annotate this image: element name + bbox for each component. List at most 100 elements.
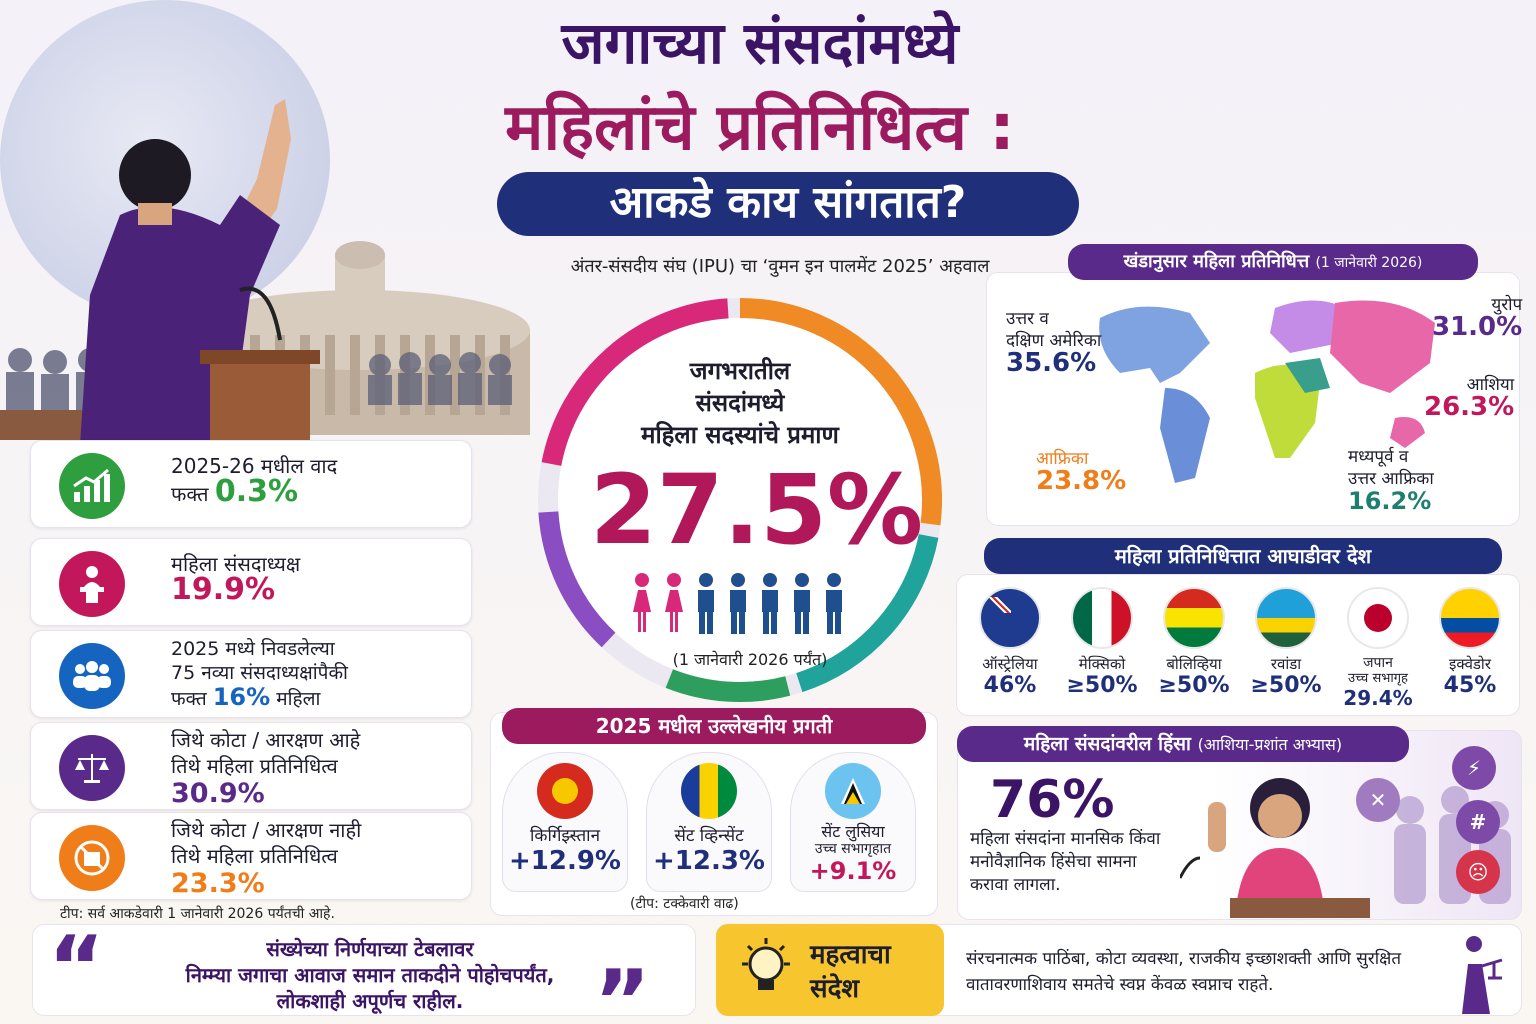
progress-item-st-lucia: सेंट लुसिया उच्च सभागृहात +9.1% (790, 752, 916, 892)
leader-rwanda: रवांडा ≥50% (1239, 575, 1333, 698)
st-lucia-flag-icon (825, 763, 881, 819)
parliament-illustration (190, 241, 530, 435)
kyrgyzstan-flag-icon (537, 763, 593, 819)
region-americas: उत्तर व दक्षिण अमेरिका 35.6% (1006, 308, 1102, 376)
region-asia-label: आशिया (1466, 375, 1515, 395)
title-line-2: महिलांचे प्रतिनिधित्व : (505, 91, 1015, 165)
title-line-1: जगाच्या संसदांमध्ये (561, 9, 959, 77)
st-vincent-flag-icon (681, 763, 737, 819)
stat-noquota-value: 23.3% (171, 868, 265, 899)
key-message-title: महत्वाचा संदेश (810, 938, 891, 1006)
woman-mp-illustration (1180, 778, 1370, 918)
center-label-line-2: संसदांमध्ये (695, 389, 785, 417)
close-quote-icon: ” (594, 952, 651, 1024)
region-asia-value: 26.3% (1424, 392, 1515, 422)
leader-value: 45% (1443, 673, 1497, 698)
leader-value: 29.4% (1343, 686, 1413, 710)
lady-justice-icon (1462, 936, 1503, 1014)
no-quota-icon (59, 825, 125, 891)
leader-value: ≥50% (1066, 673, 1138, 698)
center-value: 27.5% (590, 454, 924, 566)
leader-name: इक्वेडोर (1449, 655, 1491, 673)
stat-quota-label-1: जिथे कोटा / आरक्षण आहे (171, 728, 361, 752)
lightbulb-icon (742, 938, 790, 990)
leaders-heading: महिला प्रतिनिधित्तात आघाडीवर देश (984, 538, 1502, 574)
center-label-line-3: महिला सदस्यांचे प्रमाण (641, 421, 839, 449)
progress-name: सेंट लुसिया (821, 822, 885, 841)
cross-bubble-icon: ✕ (1356, 778, 1400, 822)
donut-arc-magenta (541, 298, 729, 466)
quote-line-1: संख्येच्या निर्णयाच्या टेबलावर (266, 937, 474, 961)
leader-mexico: मेक्सिको ≥50% (1055, 575, 1149, 698)
region-europe-value: 31.0% (1432, 312, 1523, 342)
censored-bubble-icon: ⚡ (1452, 746, 1496, 790)
stat-new-prefix: फक्त (171, 688, 207, 710)
violence-heading-sub: (आशिया-प्रशांत अभ्यास) (1197, 735, 1343, 754)
progress-heading: 2025 मधील उल्लेखनीय प्रगती (502, 708, 926, 744)
stat-new-label-1: 2025 मध्ये निवडलेल्या (171, 638, 335, 660)
stat-noquota-label-1: जिथे कोटा / आरक्षण नाही (171, 818, 362, 842)
angry-bubble-icon: ☹ (1456, 850, 1500, 894)
leader-value: ≥50% (1250, 673, 1322, 698)
key-message-title-1: महत्वाचा (810, 940, 891, 970)
region-mena-value: 16.2% (1348, 487, 1432, 515)
region-africa-label: आफ्रिका (1036, 449, 1089, 469)
progress-item-kyrgyzstan: किर्गिझ्स्तान +12.9% (502, 752, 628, 892)
stat-growth-prefix: फक्त (171, 482, 209, 506)
man-figure-icon (762, 573, 778, 634)
woman-figure-icon (665, 573, 683, 632)
mexico-flag-icon (1071, 587, 1133, 649)
stat-card-growth: 2025-26 मधील वाद फक्त 0.3% (30, 440, 472, 528)
people-icons (633, 573, 842, 634)
region-americas-label-1: उत्तर व (1006, 309, 1049, 329)
leader-name: ऑस्ट्रेलिया (982, 655, 1038, 673)
quote-text: संख्येच्या निर्णयाच्या टेबलावर निम्म्या … (140, 936, 600, 1014)
podium-illustration (200, 286, 320, 440)
man-figure-icon (698, 573, 714, 634)
stat-growth-label: 2025-26 मधील वाद (171, 454, 338, 478)
hashtag-bubble-icon: # (1456, 800, 1500, 844)
world-map (1099, 300, 1435, 483)
violence-value: 76% (990, 770, 1115, 830)
ecuador-flag-icon (1439, 587, 1501, 649)
australia-flag-icon (979, 587, 1041, 649)
leader-australia: ऑस्ट्रेलिया 46% (963, 575, 1057, 698)
man-figure-icon (794, 573, 810, 634)
stat-card-new-speakers: 2025 मध्ये निवडलेल्या 75 नव्या संसदाध्यक… (30, 630, 472, 718)
data-note: टीप: सर्व आकडेवारी 1 जानेवारी 2026 पर्यं… (60, 906, 335, 922)
leader-name: रवांडा (1270, 655, 1302, 673)
scales-icon (59, 735, 125, 801)
leader-ecuador: इक्वेडोर 45% (1423, 575, 1517, 698)
donut-arc-purple (538, 511, 616, 648)
region-map-panel (986, 272, 1520, 526)
progress-value: +12.3% (653, 846, 765, 876)
stat-quota-value: 30.9% (171, 778, 265, 809)
growth-chart-icon (59, 453, 125, 519)
leader-name: जपान (1363, 655, 1393, 671)
group-icon (59, 643, 125, 709)
region-africa: आफ्रिका 23.8% (1036, 448, 1126, 494)
stat-noquota-label-2: तिथे महिला प्रतिनिधित्व (171, 844, 338, 868)
bolivia-flag-icon (1163, 587, 1225, 649)
progress-name: सेंट व्हिन्सेंट (674, 826, 744, 846)
region-heading: खंडानुसार महिला प्रतिनिधित्त (1 जानेवारी… (1068, 244, 1478, 280)
region-europe-label: युरोप (1491, 295, 1523, 315)
quote-line-2: निम्म्या जगाचा आवाज समान ताकदीने पोहोचपर… (185, 963, 555, 987)
stat-speakers-value: 19.9% (171, 572, 276, 607)
progress-value: +12.9% (509, 846, 621, 876)
region-heading-date: (1 जानेवारी 2026) (1315, 255, 1423, 271)
stat-card-speakers: महिला संसदाध्यक्ष 19.9% (30, 538, 472, 626)
stat-card-quota: जिथे कोटा / आरक्षण आहे तिथे महिला प्रतिन… (30, 722, 472, 810)
progress-note: (टीप: टक्केवारी वाढ) (630, 896, 739, 912)
stat-card-no-quota: जिथे कोटा / आरक्षण नाही तिथे महिला प्रति… (30, 812, 472, 900)
donut-arc-orange (739, 298, 942, 526)
stat-new-label-2: 75 नव्या संसदाध्यक्षांपैकी (171, 662, 348, 684)
quote-line-3: लोकशाही अपूर्णच राहील. (276, 989, 464, 1013)
region-americas-label-2: दक्षिण अमेरिका (1006, 331, 1102, 351)
japan-flag-icon (1347, 587, 1409, 649)
leader-sub: उच्च सभागृह (1348, 671, 1408, 686)
leader-bolivia: बोलिव्हिया ≥50% (1147, 575, 1241, 698)
speaker-podium-icon (59, 551, 125, 617)
stat-quota-label-2: तिथे महिला प्रतिनिधित्व (171, 754, 338, 778)
progress-name: किर्गिझ्स्तान (529, 826, 601, 846)
